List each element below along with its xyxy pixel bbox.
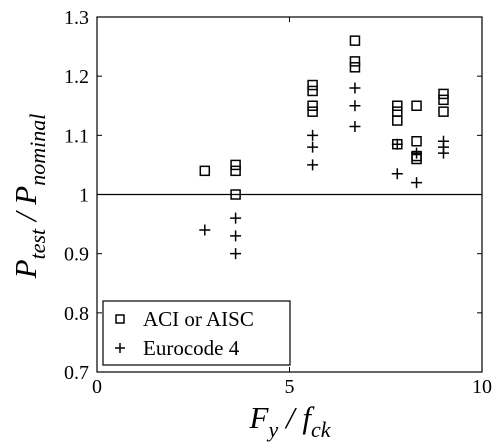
square-marker <box>438 88 449 100</box>
square-marker <box>411 136 422 147</box>
plus-marker <box>391 168 403 180</box>
square-marker <box>438 94 449 106</box>
square-marker <box>349 62 361 73</box>
plus-marker <box>349 100 361 112</box>
plus-marker <box>349 120 361 132</box>
square-marker <box>230 159 241 171</box>
plus-marker <box>230 212 242 224</box>
plus-marker <box>349 82 361 94</box>
square-marker <box>411 100 422 111</box>
plus-marker <box>438 147 449 159</box>
y-tick-label: 1.1 <box>64 125 89 147</box>
plus-marker <box>307 141 319 153</box>
legend: ACI or AISC Eurocode 4 <box>102 300 291 366</box>
square-marker <box>230 189 241 200</box>
square-marker <box>349 56 361 67</box>
y-tick-label: 1.2 <box>64 66 89 88</box>
square-marker <box>392 106 403 117</box>
plus-marker <box>230 230 242 242</box>
square-marker <box>438 106 449 117</box>
square-marker <box>199 165 211 177</box>
legend-entry-label: Eurocode 4 <box>143 336 240 360</box>
x-axis-label: Fy / fck <box>249 400 332 442</box>
square-marker <box>307 85 318 97</box>
y-tick-label: 1 <box>79 185 89 207</box>
plus-marker <box>391 138 403 150</box>
square-marker <box>230 165 241 177</box>
square-marker <box>392 100 403 111</box>
plus-marker <box>411 177 423 189</box>
y-tick-label: 0.9 <box>64 244 89 266</box>
x-tick-label: 0 <box>92 376 102 398</box>
y-axis-label: Ptest / Pnominal <box>8 114 50 280</box>
square-marker <box>349 35 361 46</box>
plus-marker <box>199 224 211 236</box>
axes: 0 5 10 0.7 0.8 0.9 1 1.1 1.2 1.3 <box>64 7 492 398</box>
axis-labels: Fy / fck Ptest / Pnominal <box>8 114 332 442</box>
plus-marker <box>230 248 242 260</box>
square-marker <box>307 100 318 111</box>
plus-marker <box>307 129 319 141</box>
legend-square-marker <box>115 314 125 324</box>
legend-entry-label: ACI or AISC <box>143 307 254 331</box>
y-tick-label: 0.8 <box>64 303 89 325</box>
square-marker <box>307 79 318 91</box>
x-tick-label: 5 <box>285 376 295 398</box>
y-tick-label: 0.7 <box>64 362 89 384</box>
plus-marker <box>307 159 319 171</box>
square-marker <box>392 115 403 126</box>
legend-box <box>102 300 291 366</box>
x-tick-label: 10 <box>472 376 492 398</box>
y-tick-label: 1.3 <box>64 7 89 29</box>
plus-marker <box>411 147 423 159</box>
legend-plus-marker <box>115 343 125 353</box>
data-marks <box>199 35 449 260</box>
square-marker <box>307 106 318 117</box>
